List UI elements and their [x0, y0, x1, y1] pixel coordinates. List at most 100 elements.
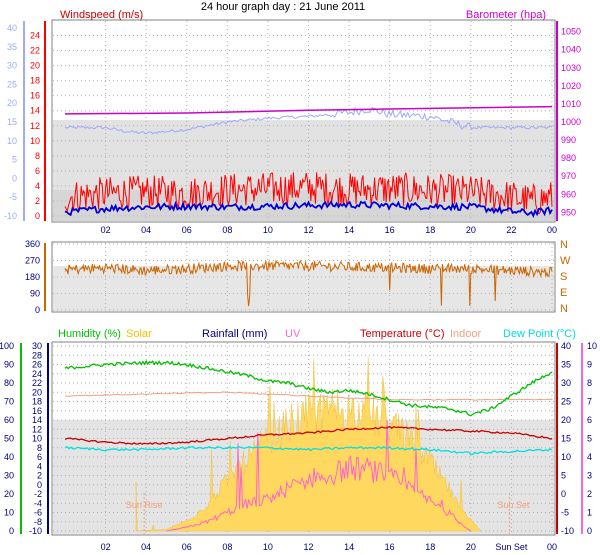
x-tick-label: 20: [466, 225, 476, 235]
temperature-tick-label: 35: [561, 360, 571, 370]
uv-tick-label: 9: [587, 360, 592, 370]
wind-panel-series: [64, 105, 553, 219]
x-tick-label: 10: [263, 225, 273, 235]
humidity-tick-label: 100: [0, 341, 14, 351]
direction-tick-label: 360: [25, 239, 40, 249]
barometer-tick-label: 1020: [561, 81, 581, 91]
rainfall-tick-label: 28: [32, 350, 42, 360]
uv-tick-label: 2: [587, 489, 592, 499]
rainfall-tick-label: 0: [37, 480, 42, 490]
direction-series: [64, 259, 553, 307]
rainfall-tick-label: 8: [37, 443, 42, 453]
direction-tick-label: 270: [25, 256, 40, 266]
temperature-tick-label: 0: [561, 489, 566, 499]
rainfall-tick-label: -2: [34, 489, 42, 499]
inner-tick-label: 12: [30, 121, 40, 131]
x-tick-label: 18: [425, 225, 435, 235]
barometer-tick-label: 1010: [561, 99, 581, 109]
outer-tick-label: 5: [12, 155, 17, 165]
rainfall-tick-label: -6: [34, 508, 42, 518]
outer-tick-label: 15: [7, 117, 17, 127]
barometer-axis: 1050 1040 1030 1020 1010 1000 990 980 970 960 950: [556, 21, 581, 221]
uv-tick-label: 8: [587, 378, 592, 388]
uv-tick-label: 1: [587, 508, 592, 518]
legend-entry: Humidity (%): [58, 328, 121, 340]
legend-entry: Rainfall (mm): [202, 328, 267, 340]
rainfall-tick-label: 12: [32, 424, 42, 434]
outer-tick-label: -5: [9, 192, 17, 202]
legend-entry: Indoor: [450, 328, 482, 340]
rainfall-tick-label: -10: [29, 526, 42, 536]
rainfall-tick-label: 22: [32, 378, 42, 388]
barometer-tick-label: 990: [561, 135, 576, 145]
inner-tick-label: 20: [30, 61, 40, 71]
wind-panel-grid: [53, 21, 554, 221]
barometer-tick-label: 1040: [561, 45, 581, 55]
wind-gust-line: [64, 172, 553, 215]
direction-tick-label: 90: [30, 289, 40, 299]
windspeed-outer-axis: 40 35 30 25 20 15 10 5 0 -5 -10: [4, 21, 25, 221]
legend-entry: UV: [285, 328, 301, 340]
humidity-tick-label: 0: [9, 526, 14, 536]
uv-tick-label: 10: [587, 341, 597, 351]
rainfall-tick-label: 20: [32, 387, 42, 397]
outer-tick-label: 35: [7, 42, 17, 52]
x-tick-label: 22: [506, 225, 516, 235]
x-tick-label: 00: [547, 542, 557, 552]
rainfall-tick-label: 6: [37, 452, 42, 462]
humidity-tick-label: 30: [4, 471, 14, 481]
compass-label: S: [560, 271, 567, 283]
x-tick-label: 04: [141, 542, 151, 552]
compass-label: W: [560, 255, 571, 267]
x-tick-label: 02: [101, 542, 111, 552]
barometer-tick-label: 950: [561, 207, 576, 217]
x-tick-label: 08: [222, 542, 232, 552]
temperature-tick-label: 30: [561, 378, 571, 388]
outer-tick-label: 20: [7, 98, 17, 108]
humidity-tick-label: 20: [4, 489, 14, 499]
temp-panel-axes: 1009080706050403020100302826242220181614…: [0, 341, 597, 536]
barometer-tick-label: 980: [561, 153, 576, 163]
inner-tick-label: 14: [30, 106, 40, 116]
temperature-tick-label: -10: [561, 526, 574, 536]
inner-tick-label: 24: [30, 31, 40, 41]
inner-tick-label: 8: [35, 151, 40, 161]
windspeed-axis-label: Windspeed (m/s): [60, 9, 143, 21]
rainfall-tick-label: 18: [32, 397, 42, 407]
temperature-tick-label: 15: [561, 434, 571, 444]
uv-tick-label: 7: [587, 397, 592, 407]
x-tick-label: 20: [466, 542, 476, 552]
rainfall-tick-label: 14: [32, 415, 42, 425]
outer-tick-label: 25: [7, 79, 17, 89]
x-tick-label: 18: [425, 542, 435, 552]
humidity-tick-label: 90: [4, 360, 14, 370]
barometer-axis-label: Barometer (hpa): [466, 9, 546, 21]
x-tick-label: 04: [141, 225, 151, 235]
uv-tick-label: 0: [587, 526, 592, 536]
rainfall-tick-label: 10: [32, 434, 42, 444]
inner-tick-label: 22: [30, 46, 40, 56]
uv-tick-label: 3: [587, 471, 592, 481]
compass-label: N: [560, 239, 568, 251]
x-tick-label: 08: [222, 225, 232, 235]
x-tick-label: 16: [385, 225, 395, 235]
solar-area: [135, 356, 482, 532]
inner-tick-label: 2: [35, 196, 40, 206]
temperature-tick-label: 40: [561, 341, 571, 351]
barometer-tick-label: 1000: [561, 117, 581, 127]
barometer-tick-label: 970: [561, 171, 576, 181]
inner-tick-label: 0: [35, 211, 40, 221]
outer-tick-label: 40: [7, 23, 17, 33]
uv-tick-label: 6: [587, 415, 592, 425]
x-tick-label: 00: [547, 225, 557, 235]
temperature-tick-label: 10: [561, 452, 571, 462]
uv-tick-label: 4: [587, 452, 592, 462]
temperature-tick-label: 20: [561, 415, 571, 425]
barometer-tick-label: 1030: [561, 63, 581, 73]
uv-line: [166, 420, 472, 532]
indoor-line: [64, 391, 553, 401]
uv-tick-label: 5: [587, 434, 592, 444]
temperature-tick-label: -5: [561, 508, 569, 518]
direction-tick-label: 0: [35, 305, 40, 315]
